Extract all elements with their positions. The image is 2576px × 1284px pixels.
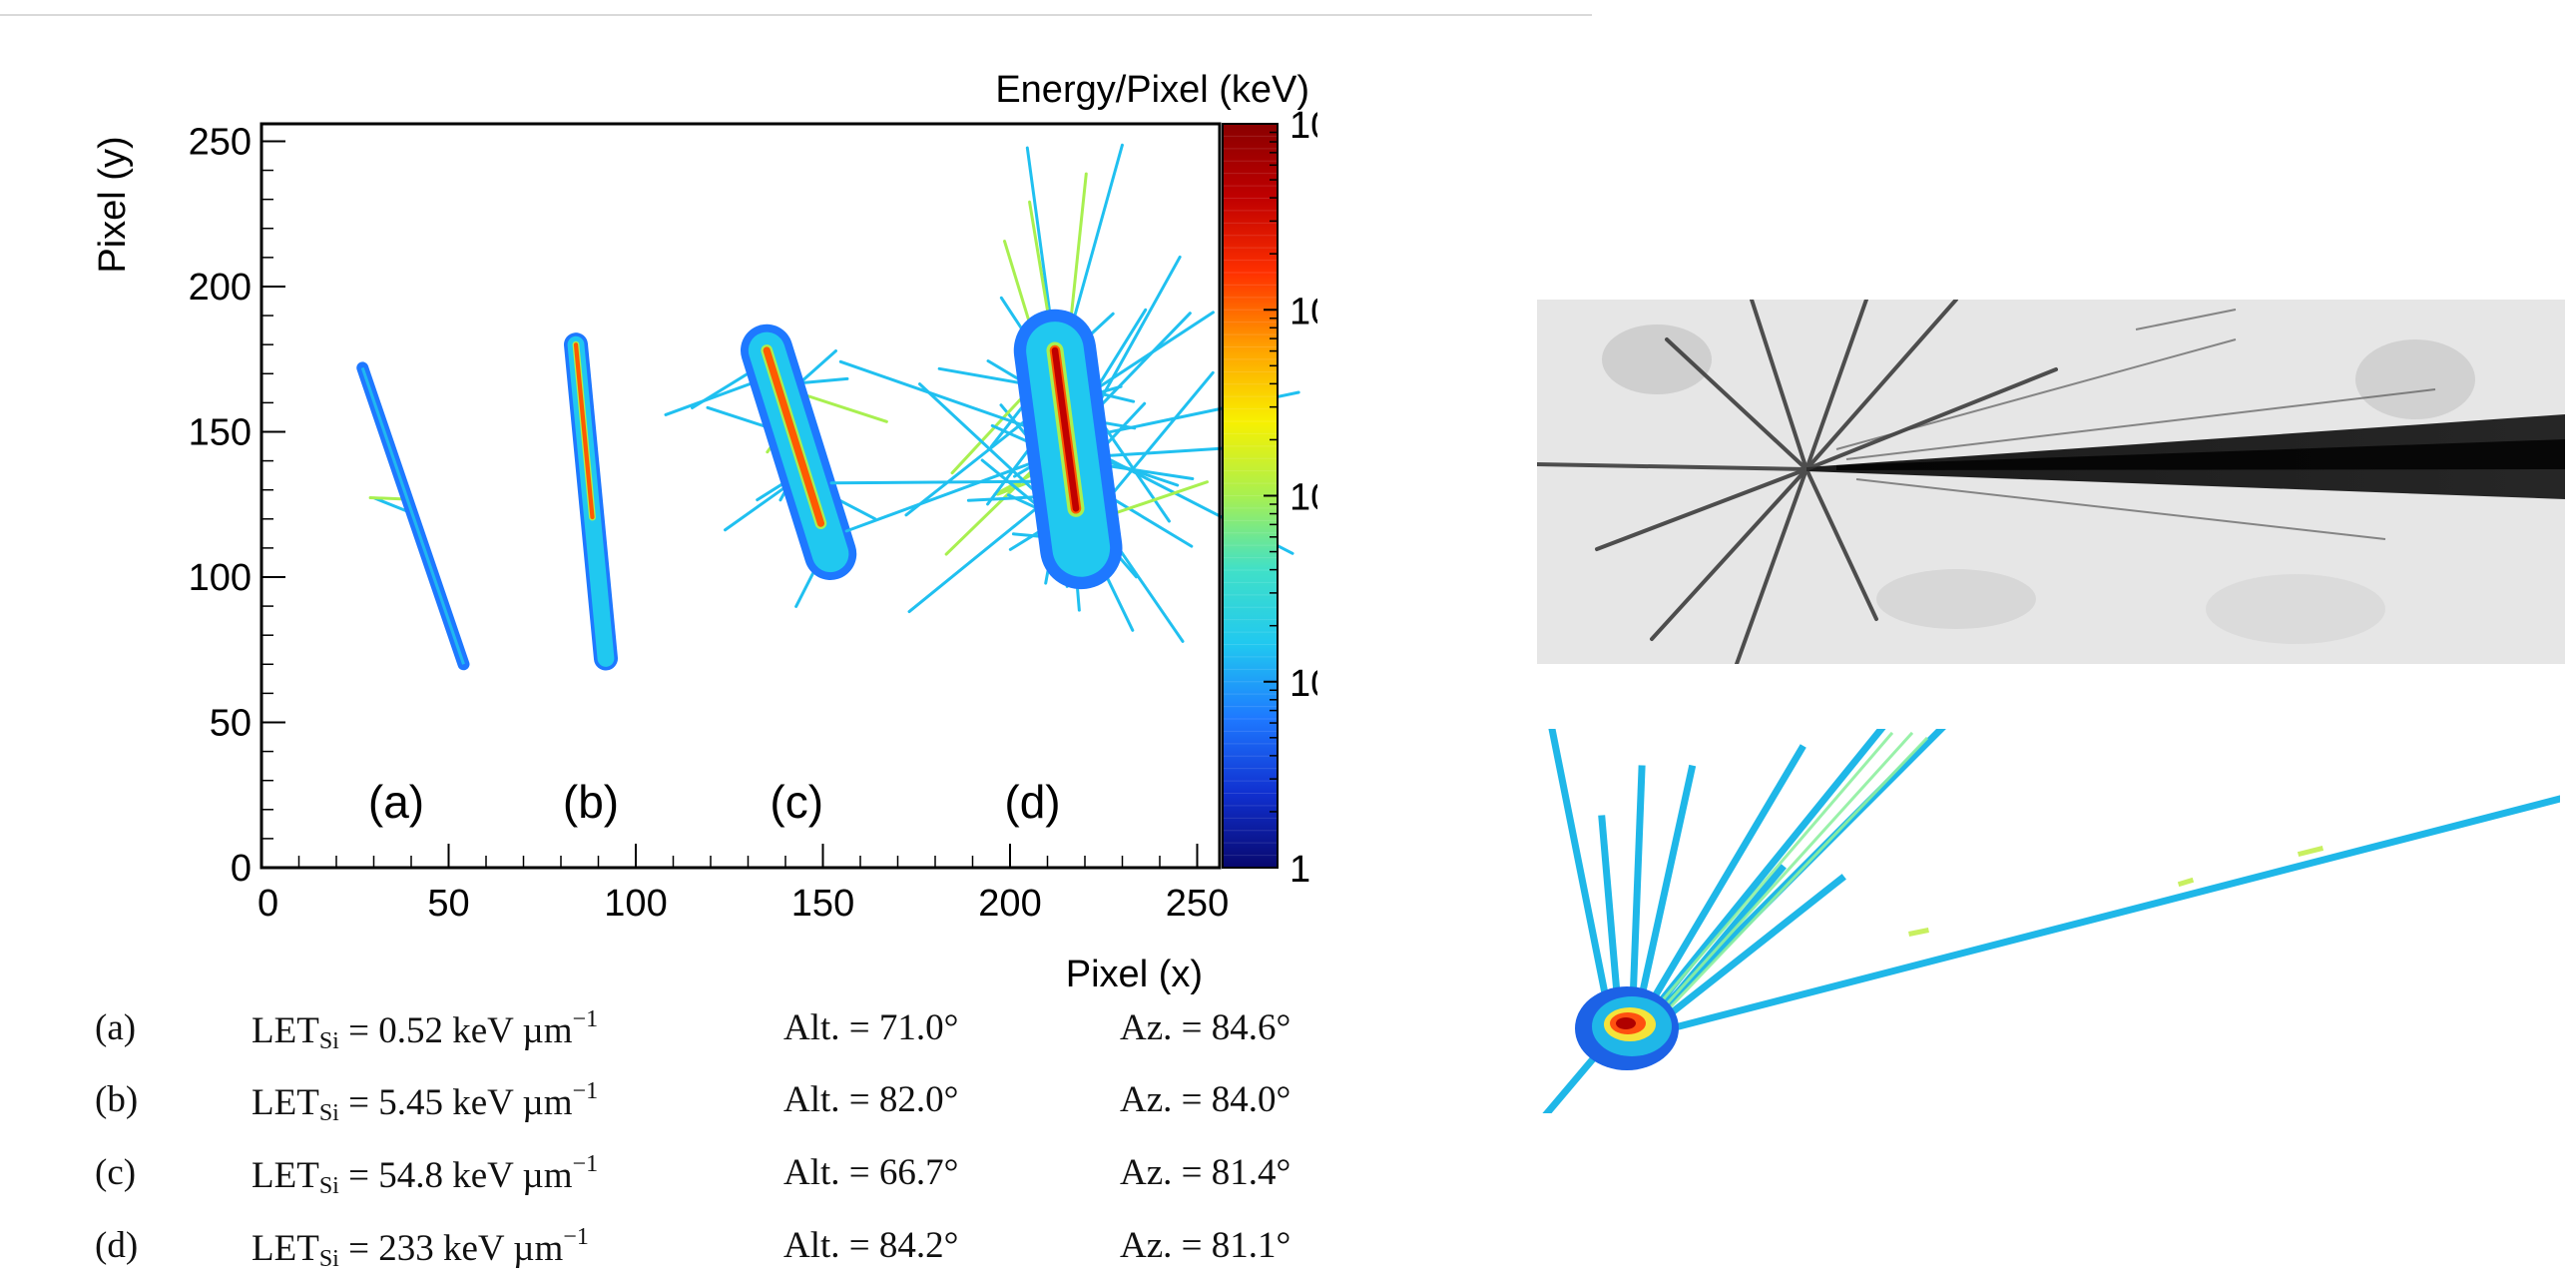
altitude-value: Alt. = 82.0° [783, 1079, 959, 1120]
row-label: (c) [95, 1152, 137, 1193]
y-tick-label: 100 [189, 557, 252, 599]
let-value: LETSi = 0.52 keV µm−1 [252, 1006, 599, 1054]
x-tick-label: 50 [427, 883, 469, 925]
particle-track-b [564, 332, 618, 671]
track-core [763, 346, 825, 527]
track-zoom-heatmap [1542, 729, 2560, 1113]
row-label: (b) [95, 1079, 139, 1120]
x-tick-label: 200 [978, 883, 1041, 925]
y-tick-label: 50 [210, 702, 252, 744]
let-value: LETSi = 5.45 keV µm−1 [252, 1078, 599, 1126]
x-axis-title: Pixel (x) [1066, 954, 1203, 995]
x-tick-label: 150 [791, 883, 854, 925]
colorbar-axis: 1 10 102 103 104 [1264, 98, 1317, 891]
colorbar-tick-label: 102 [1289, 470, 1317, 519]
track-labels: (a) (b) (c) (d) [368, 776, 1061, 828]
y-axis-title: Pixel (y) [92, 136, 134, 273]
row-label: (a) [95, 1007, 137, 1048]
x-tick-label: 250 [1166, 883, 1229, 925]
colorbar-title: Energy/Pixel (keV) [995, 69, 1309, 111]
azimuth-value: Az. = 81.4° [1120, 1152, 1291, 1193]
energy-heatmap-chart: 0 50 100 150 200 250 0 50 100 150 200 250 (a) (b) (c… [92, 69, 1317, 995]
top-divider [0, 14, 1592, 16]
track-label: (c) [770, 776, 823, 828]
plot-frame [259, 122, 1222, 870]
track-layer [356, 143, 1300, 671]
particle-track-c [664, 323, 888, 608]
altitude-value: Alt. = 71.0° [783, 1007, 959, 1048]
y-tick-label: 250 [189, 121, 252, 163]
let-value: LETSi = 233 keV µm−1 [252, 1224, 589, 1272]
altitude-value: Alt. = 84.2° [783, 1225, 959, 1266]
colorbar-tick-label: 1 [1289, 849, 1310, 891]
let-value: LETSi = 54.8 keV µm−1 [252, 1151, 599, 1199]
track-core-peak [1051, 346, 1080, 512]
colorbar-tick-label: 10 [1289, 663, 1317, 705]
x-tick-label: 0 [258, 883, 278, 925]
x-tick-label: 100 [604, 883, 667, 925]
y-axis: 0 50 100 150 200 250 [189, 121, 285, 890]
azimuth-value: Az. = 84.6° [1120, 1007, 1291, 1048]
y-tick-label: 150 [189, 411, 252, 453]
y-tick-label: 0 [231, 848, 252, 890]
particle-track-d [829, 143, 1300, 643]
x-axis: 0 50 100 150 200 250 [258, 844, 1229, 925]
colorbar-tick-label: 104 [1289, 98, 1317, 147]
row-label: (d) [95, 1225, 139, 1266]
azimuth-value: Az. = 84.0° [1120, 1079, 1291, 1120]
track-label: (b) [563, 776, 619, 828]
altitude-value: Alt. = 66.7° [783, 1152, 959, 1193]
emulsion-track-photo [1537, 300, 2565, 664]
azimuth-value: Az. = 81.1° [1120, 1225, 1291, 1266]
colorbar-tick-label: 103 [1289, 284, 1317, 332]
track-core [573, 342, 595, 520]
track-label: (d) [1004, 776, 1060, 828]
y-tick-label: 200 [189, 267, 252, 309]
track-line [360, 366, 465, 665]
particle-track-a [356, 361, 470, 671]
colorbar-bands [1222, 123, 1279, 869]
track-label: (a) [368, 776, 424, 828]
